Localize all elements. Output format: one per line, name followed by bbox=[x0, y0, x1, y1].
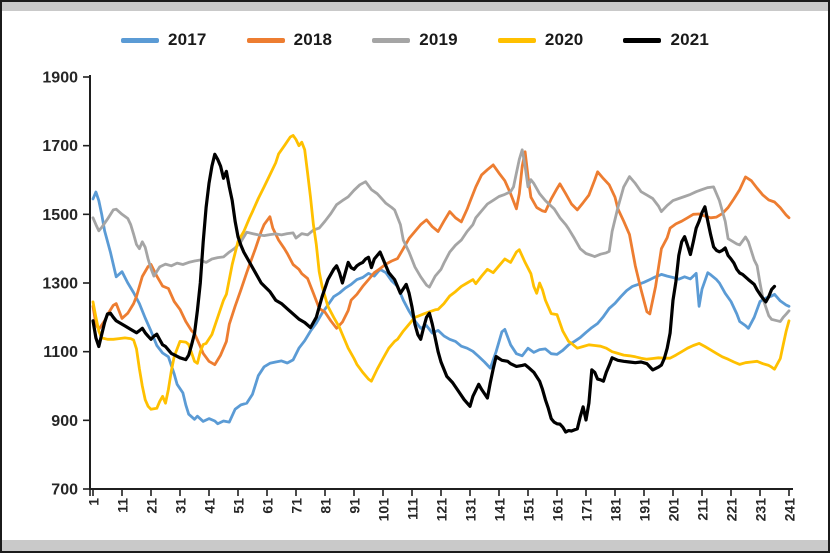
y-axis-label: 1300 bbox=[42, 276, 78, 293]
series-line-2021 bbox=[91, 152, 777, 434]
x-axis-label: 241 bbox=[782, 498, 798, 522]
x-axis-label: 31 bbox=[173, 498, 189, 514]
series-line-2020 bbox=[91, 133, 791, 411]
x-axis-label: 1 bbox=[86, 498, 102, 506]
legend-item-2020[interactable]: 2020 bbox=[497, 30, 584, 50]
bottom-chrome-bar bbox=[2, 540, 828, 551]
x-axis-label: 171 bbox=[579, 498, 595, 522]
y-axis-label: 1900 bbox=[42, 70, 78, 87]
series-line-2019 bbox=[91, 148, 791, 323]
legend-item-2021[interactable]: 2021 bbox=[623, 30, 709, 50]
x-axis-label: 121 bbox=[434, 498, 450, 522]
legend-swatch-2017 bbox=[120, 37, 159, 43]
chart-legend: 2017 2018 2019 2020 2021 bbox=[2, 30, 828, 50]
x-axis-label: 221 bbox=[724, 498, 740, 522]
x-axis-label: 81 bbox=[318, 498, 334, 514]
x-axis-label: 61 bbox=[260, 498, 276, 514]
x-axis-label: 11 bbox=[115, 498, 131, 513]
legend-label: 2021 bbox=[670, 30, 710, 49]
legend-label: 2019 bbox=[419, 30, 458, 49]
x-axis-label: 21 bbox=[144, 498, 160, 514]
legend-item-2018[interactable]: 2018 bbox=[246, 30, 333, 50]
y-axis-label: 700 bbox=[51, 482, 78, 499]
y-axis-label: 1500 bbox=[42, 207, 78, 224]
legend-label: 2017 bbox=[167, 30, 207, 49]
x-axis-label: 101 bbox=[376, 498, 392, 522]
x-axis-label: 191 bbox=[637, 498, 653, 522]
y-axis-label: 1100 bbox=[43, 344, 78, 361]
top-chrome-bar bbox=[2, 2, 828, 11]
y-axis-label: 900 bbox=[51, 413, 78, 430]
x-axis-label: 91 bbox=[347, 498, 363, 514]
x-axis-label: 131 bbox=[463, 498, 479, 522]
y-axis-label: 1700 bbox=[42, 138, 78, 155]
x-axis-label: 161 bbox=[550, 498, 566, 522]
legend-swatch-2018 bbox=[246, 37, 285, 43]
x-axis-label: 141 bbox=[492, 498, 508, 522]
x-axis-label: 201 bbox=[666, 498, 682, 522]
series-line-2017 bbox=[91, 190, 791, 426]
x-axis-label: 211 bbox=[695, 498, 711, 521]
x-axis-label: 231 bbox=[753, 498, 769, 522]
legend-swatch-2021 bbox=[623, 37, 662, 43]
x-axis-label: 181 bbox=[608, 498, 624, 522]
x-axis-label: 51 bbox=[231, 498, 247, 514]
x-axis-label: 41 bbox=[202, 498, 218, 514]
legend-label: 2020 bbox=[544, 30, 584, 49]
legend-swatch-2019 bbox=[372, 37, 411, 43]
legend-swatch-2020 bbox=[497, 37, 536, 43]
legend-item-2017[interactable]: 2017 bbox=[120, 30, 207, 50]
x-axis-label: 151 bbox=[521, 498, 537, 522]
x-axis-label: 111 bbox=[405, 498, 421, 520]
legend-item-2019[interactable]: 2019 bbox=[372, 30, 458, 50]
x-axis-label: 71 bbox=[289, 498, 305, 514]
legend-label: 2018 bbox=[293, 30, 333, 49]
